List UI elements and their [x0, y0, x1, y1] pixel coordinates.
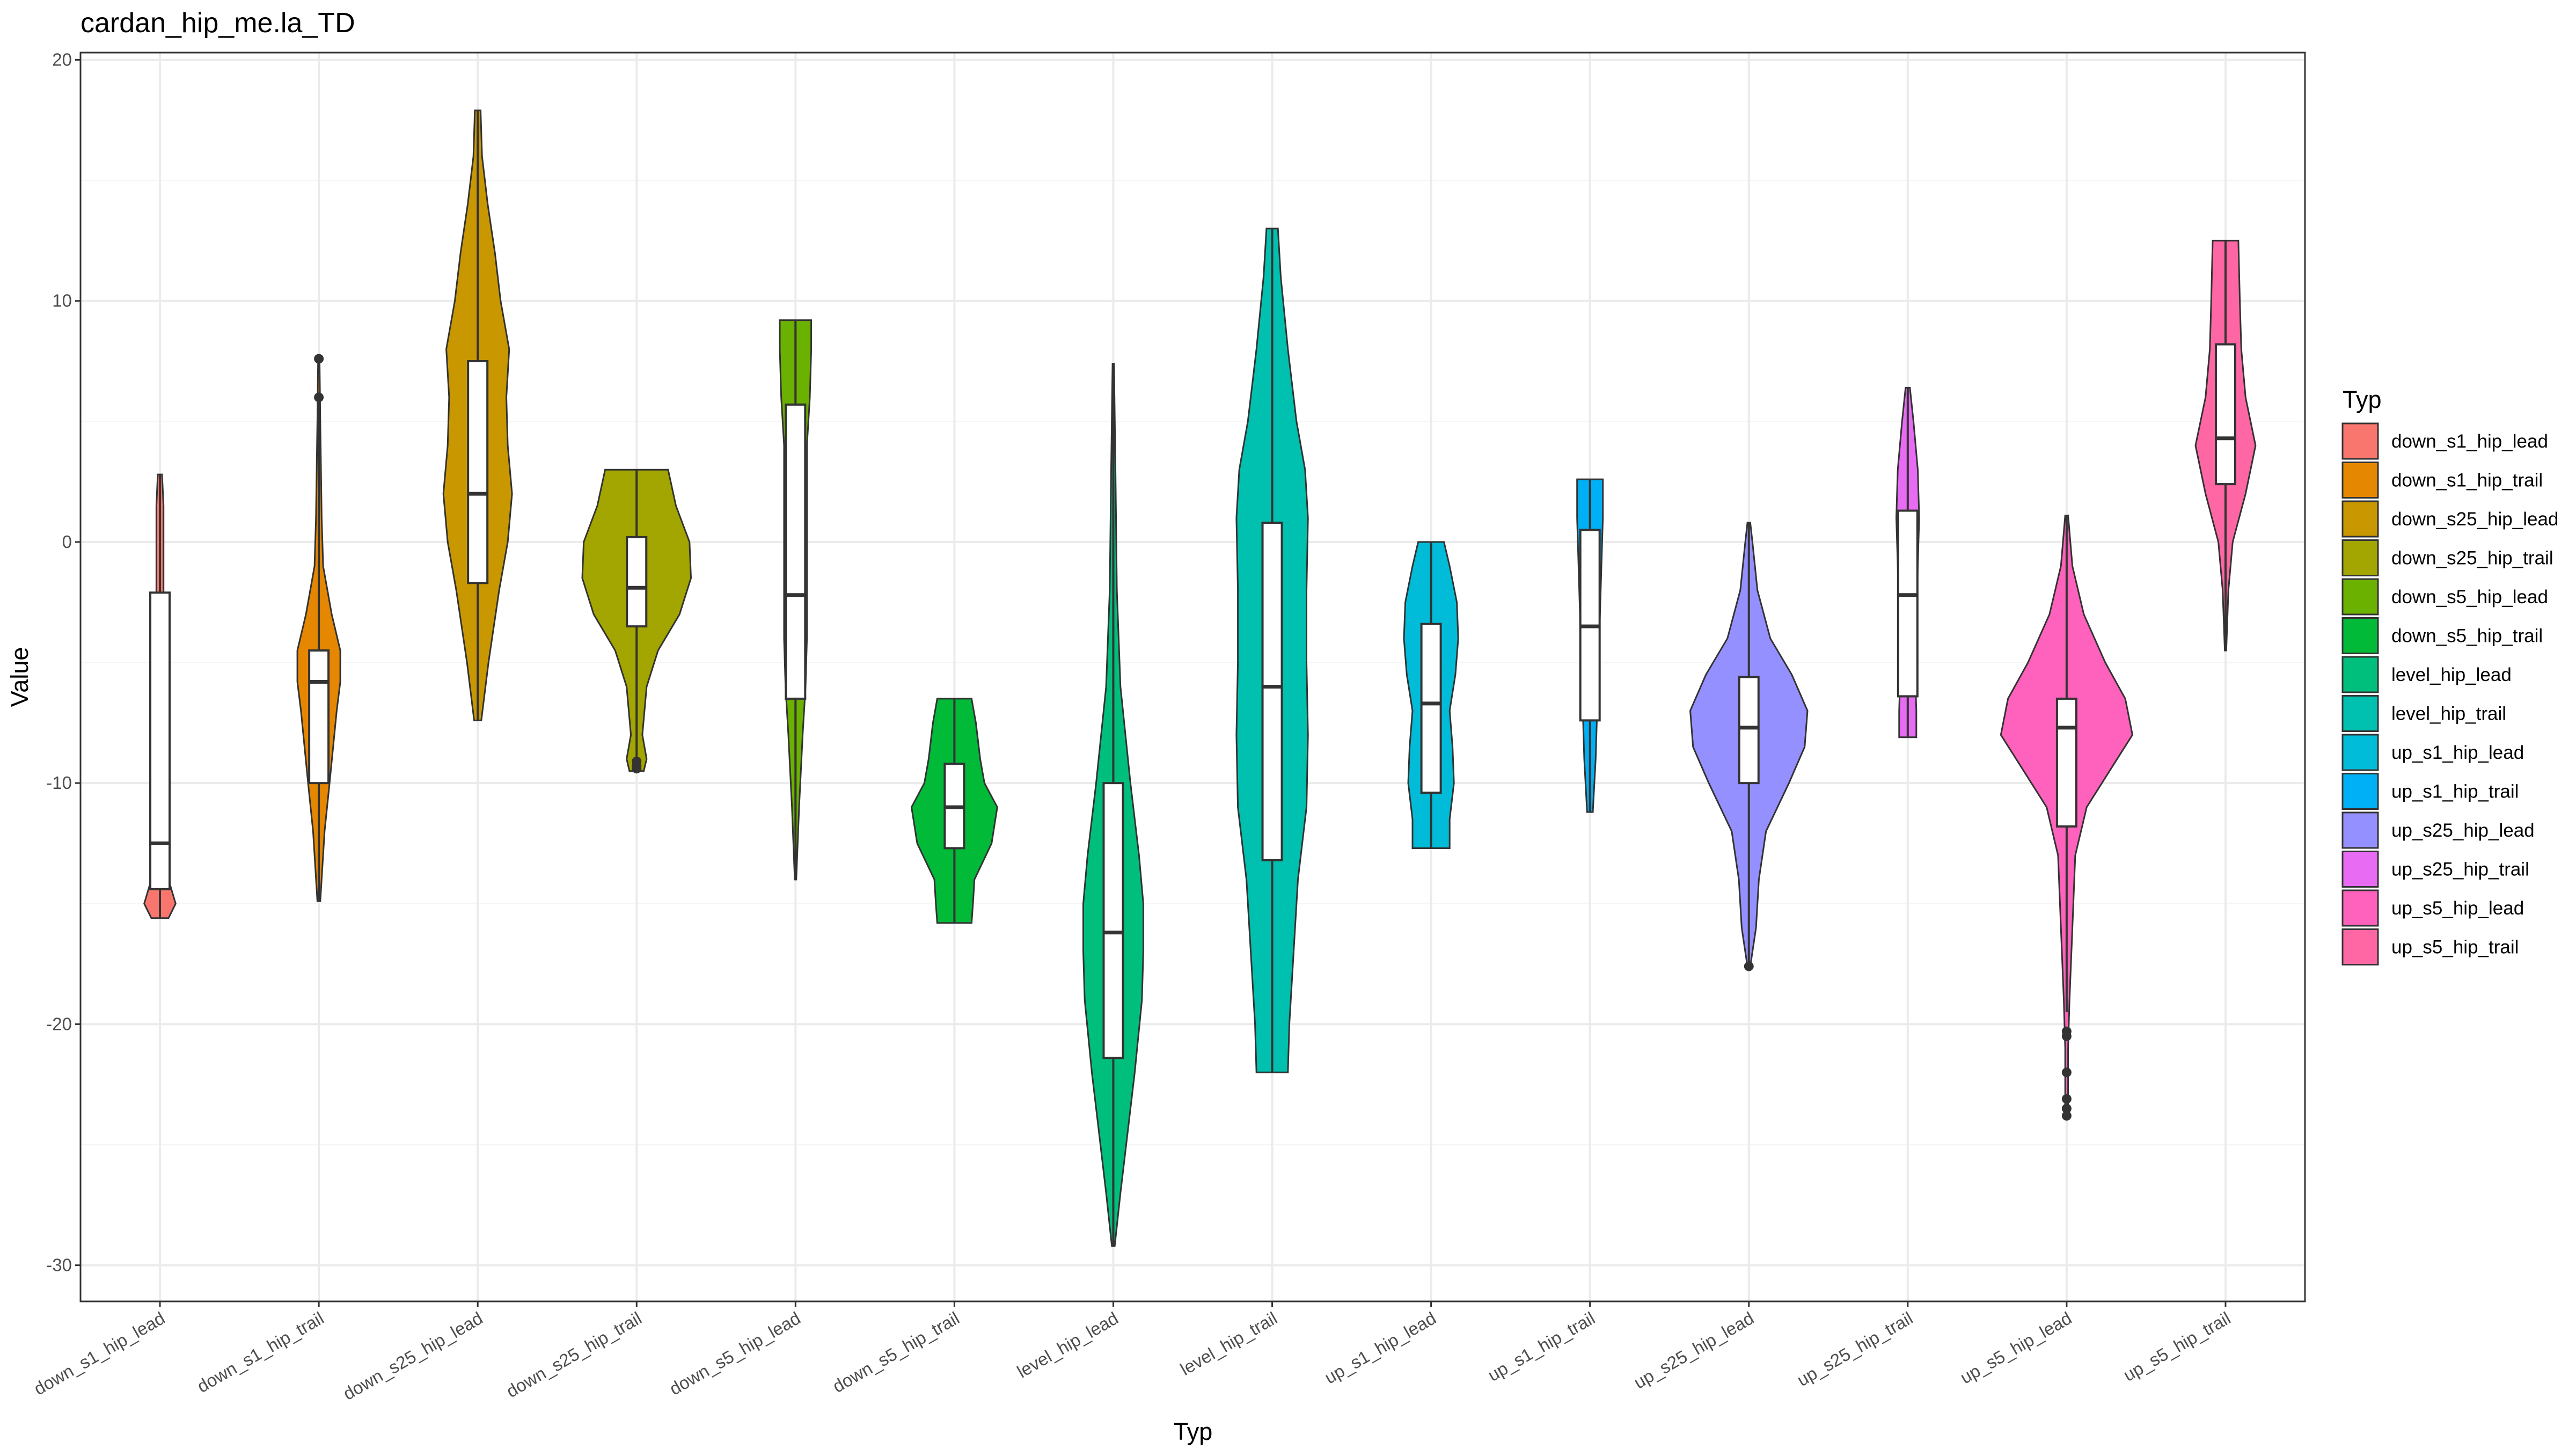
legend: down_s1_hip_lead down_s1_hip_trail down_s2…: [2341, 422, 2558, 965]
legend-label: down_s25_hip_trail: [2391, 548, 2553, 569]
legend-label: up_s25_hip_trail: [2391, 859, 2529, 880]
outlier-point: [2061, 1094, 2072, 1104]
legend-key-level_hip_trail: [2341, 695, 2379, 732]
x-axis-title: Typ: [1174, 1418, 1213, 1445]
legend-label: up_s1_hip_trail: [2391, 781, 2519, 802]
y-axis-title: Value: [6, 647, 33, 707]
x-tick-label: up_s25_hip_lead: [1630, 1308, 1757, 1393]
violin-layer: [143, 109, 2257, 1247]
outlier-point: [2061, 1067, 2072, 1078]
legend-label: up_s5_hip_trail: [2391, 937, 2519, 958]
legend-key-up_s1_hip_lead: [2341, 734, 2379, 771]
box-up_s5_hip_lead: [2055, 697, 2077, 828]
legend-key-down_s1_hip_trail: [2341, 462, 2379, 499]
legend-key-up_s25_hip_lead: [2341, 811, 2379, 849]
box-level_hip_lead: [1102, 782, 1124, 1059]
legend-label: down_s25_hip_lead: [2391, 509, 2558, 530]
legend-label: down_s1_hip_lead: [2391, 431, 2548, 452]
x-tick-label: down_s25_hip_lead: [340, 1308, 486, 1404]
box-up_s1_hip_lead: [1420, 623, 1442, 794]
chart-title: cardan_hip_me.la_TD: [80, 8, 355, 39]
legend-key-down_s1_hip_lead: [2341, 422, 2379, 460]
outlier-point: [632, 764, 642, 774]
x-tick-label: up_s5_hip_lead: [1957, 1308, 2075, 1388]
box-up_s5_hip_trail: [2214, 343, 2236, 486]
x-tick-label: up_s25_hip_trail: [1794, 1308, 1916, 1390]
x-tick-label: up_s1_hip_lead: [1321, 1308, 1439, 1388]
x-tick-label: down_s5_hip_trail: [829, 1308, 963, 1396]
x-tick-label: down_s1_hip_trail: [194, 1308, 327, 1396]
legend-label: level_hip_lead: [2391, 664, 2512, 685]
x-tick-label: down_s5_hip_lead: [666, 1308, 804, 1399]
legend-label: down_s5_hip_trail: [2391, 626, 2543, 647]
outlier-point: [2061, 1031, 2072, 1041]
x-tick-label: up_s1_hip_trail: [1484, 1308, 1598, 1385]
box-down_s25_hip_lead: [467, 360, 489, 584]
outlier-point: [2061, 1111, 2072, 1121]
x-tick-label: up_s5_hip_trail: [2120, 1308, 2234, 1385]
x-tick-label: down_s1_hip_lead: [31, 1308, 169, 1399]
y-tick-label: -30: [46, 1255, 72, 1275]
legend-label: up_s5_hip_lead: [2391, 898, 2524, 919]
y-tick-label: 20: [52, 49, 72, 69]
outlier-point: [2061, 1103, 2072, 1114]
box-level_hip_trail: [1261, 521, 1283, 861]
outlier-point: [314, 392, 324, 402]
plot-panel: [79, 52, 2306, 1302]
box-down_s5_hip_lead: [785, 403, 807, 700]
legend-key-up_s5_hip_trail: [2341, 928, 2379, 965]
box-up_s25_hip_trail: [1897, 509, 1919, 698]
legend-title: Typ: [2343, 386, 2382, 413]
y-tick-label: 0: [62, 532, 72, 552]
legend-label: down_s5_hip_lead: [2391, 587, 2548, 608]
legend-label: up_s25_hip_lead: [2391, 820, 2535, 841]
legend-key-down_s5_hip_trail: [2341, 617, 2379, 654]
legend-key-up_s1_hip_trail: [2341, 773, 2379, 810]
x-tick-label: level_hip_lead: [1014, 1308, 1122, 1382]
box-down_s25_hip_trail: [626, 536, 648, 628]
box-up_s25_hip_lead: [1738, 676, 1760, 785]
box-down_s1_hip_lead: [149, 591, 171, 890]
legend-key-down_s25_hip_lead: [2341, 500, 2379, 538]
x-tick-label: down_s25_hip_trail: [503, 1308, 645, 1401]
y-tick-label: -10: [46, 773, 72, 793]
legend-label: down_s1_hip_trail: [2391, 470, 2543, 491]
y-tick-label: -20: [46, 1014, 72, 1034]
axis-layer: -30 -20 -10 0 10 20 down_s1_hip_lead down_s1_hi…: [31, 49, 2306, 1404]
legend-key-up_s25_hip_trail: [2341, 851, 2379, 888]
legend-key-level_hip_lead: [2341, 656, 2379, 693]
grid-layer: [80, 53, 2305, 1301]
legend-label: level_hip_trail: [2391, 704, 2506, 724]
outlier-point: [1744, 961, 1754, 971]
legend-label: up_s1_hip_lead: [2391, 742, 2524, 763]
outlier-point: [314, 354, 324, 364]
legend-key-up_s5_hip_lead: [2341, 889, 2379, 927]
x-tick-label: level_hip_trail: [1177, 1308, 1280, 1379]
legend-key-down_s5_hip_lead: [2341, 578, 2379, 616]
box-down_s1_hip_trail: [308, 649, 330, 785]
y-tick-label: 10: [52, 291, 72, 311]
legend-key-down_s25_hip_trail: [2341, 539, 2379, 576]
